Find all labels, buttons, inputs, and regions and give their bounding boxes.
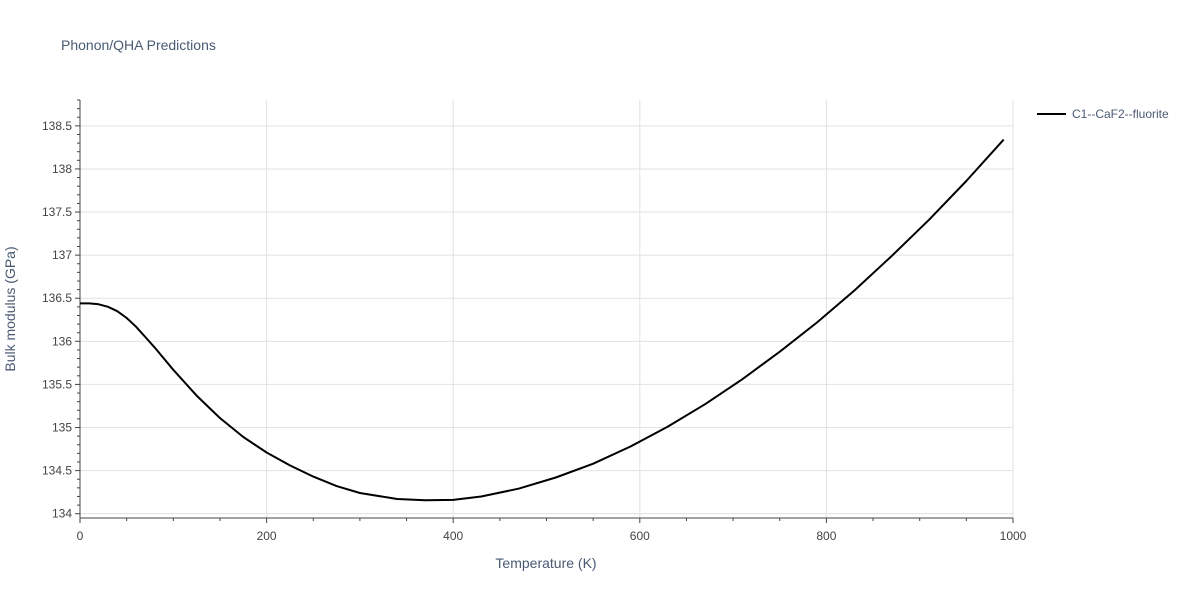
grid-lines [80, 100, 1014, 518]
x-tick-label: 400 [443, 529, 463, 543]
tick-labels: 0 200 400 600 800 1000 134 134.5 135 135.5 136 136.… [42, 119, 1027, 543]
y-tick-label: 137 [52, 248, 72, 262]
series-line-0 [80, 138, 1005, 502]
y-tick-label: 138 [52, 162, 72, 176]
x-tick-label: 200 [257, 529, 277, 543]
x-tick-label: 600 [630, 529, 650, 543]
legend-label: C1--CaF2--fluorite [1072, 107, 1169, 121]
y-tick-label: 136.5 [42, 291, 72, 305]
y-tick-label: 135.5 [42, 377, 72, 391]
y-tick-label: 134 [52, 507, 72, 521]
x-tick-label: 1000 [1000, 529, 1027, 543]
legend[interactable]: C1--CaF2--fluorite [1037, 107, 1169, 121]
x-axis-title: Temperature (K) [495, 555, 596, 571]
chart-title: Phonon/QHA Predictions [61, 37, 216, 53]
y-tick-label: 136 [52, 334, 72, 348]
y-tick-label: 137.5 [42, 205, 72, 219]
x-tick-label: 800 [816, 529, 836, 543]
y-tick-label: 135 [52, 421, 72, 435]
axes [75, 99, 1014, 523]
x-tick-label: 0 [77, 529, 84, 543]
y-tick-label: 138.5 [42, 119, 72, 133]
y-axis-title: Bulk modulus (GPa) [2, 246, 18, 371]
series-lines [80, 138, 1005, 502]
y-tick-label: 134.5 [42, 464, 72, 478]
